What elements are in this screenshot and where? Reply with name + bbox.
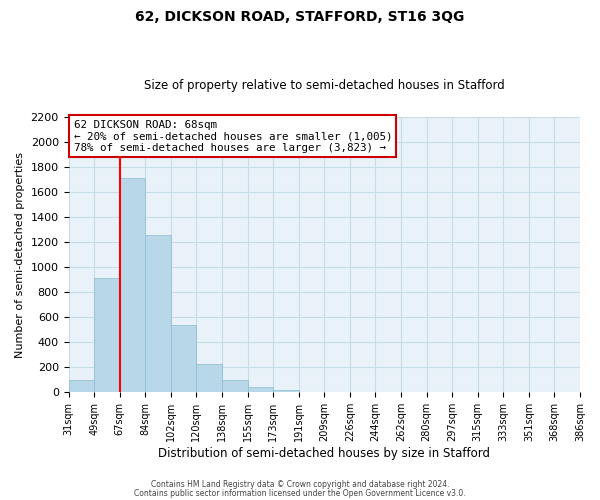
- X-axis label: Distribution of semi-detached houses by size in Stafford: Distribution of semi-detached houses by …: [158, 447, 490, 460]
- Bar: [145, 235, 171, 392]
- Bar: [94, 278, 119, 392]
- Bar: [248, 388, 273, 392]
- Bar: [68, 380, 94, 392]
- Y-axis label: Number of semi-detached properties: Number of semi-detached properties: [15, 152, 25, 358]
- Bar: [171, 324, 196, 392]
- Text: Contains HM Land Registry data © Crown copyright and database right 2024.: Contains HM Land Registry data © Crown c…: [151, 480, 449, 489]
- Text: 62 DICKSON ROAD: 68sqm
← 20% of semi-detached houses are smaller (1,005)
78% of : 62 DICKSON ROAD: 68sqm ← 20% of semi-det…: [74, 120, 392, 152]
- Text: Contains public sector information licensed under the Open Government Licence v3: Contains public sector information licen…: [134, 488, 466, 498]
- Bar: [196, 364, 222, 392]
- Bar: [273, 390, 299, 392]
- Bar: [222, 380, 248, 392]
- Bar: [119, 178, 145, 392]
- Text: 62, DICKSON ROAD, STAFFORD, ST16 3QG: 62, DICKSON ROAD, STAFFORD, ST16 3QG: [136, 10, 464, 24]
- Title: Size of property relative to semi-detached houses in Stafford: Size of property relative to semi-detach…: [144, 79, 505, 92]
